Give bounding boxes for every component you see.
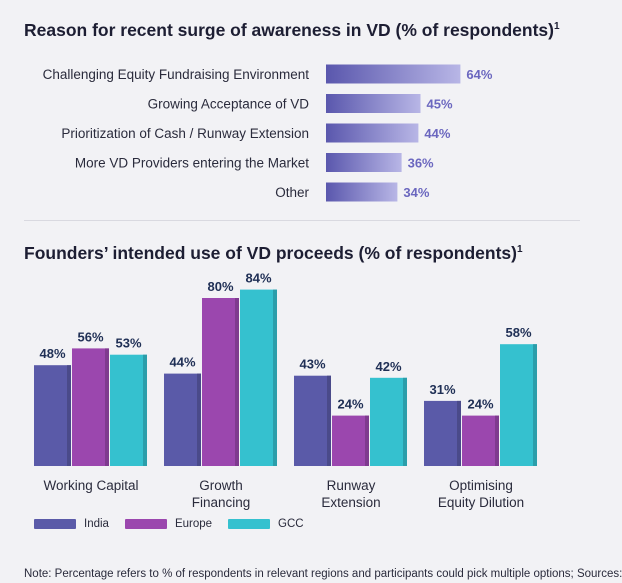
hbar-category-label: Growing Acceptance of VD	[148, 97, 310, 112]
bar-side-india	[197, 373, 201, 466]
hbar-bar	[326, 64, 461, 84]
category-label: Extension	[321, 495, 380, 510]
bar-side-europe	[105, 348, 109, 466]
bar-side-gcc	[273, 289, 277, 466]
bar-side-india	[457, 400, 461, 466]
bar-side-europe	[235, 298, 239, 466]
bar-india	[424, 400, 461, 466]
bar-side-europe	[495, 415, 499, 466]
chart2-title-text: Founders’ intended use of VD proceeds (%…	[24, 243, 517, 263]
bar-value-label: 56%	[77, 329, 103, 344]
legend-item-europe: Europe	[124, 518, 213, 530]
hbar-category-label: Prioritization of Cash / Runway Extensio…	[61, 126, 309, 141]
bar-value-label: 58%	[505, 325, 531, 340]
bar-value-label: 24%	[467, 397, 493, 412]
bar-side-india	[327, 375, 331, 466]
chart2-legend: India Europe GCC	[34, 518, 320, 530]
category-label: Working Capital	[43, 478, 138, 493]
bar-gcc	[500, 344, 537, 466]
hbar-bar	[326, 182, 398, 202]
chart1-title-text: Reason for recent surge of awareness in …	[24, 20, 554, 40]
category-label: Optimising	[449, 478, 513, 493]
bar-side-gcc	[533, 344, 537, 466]
bar-side-europe	[365, 415, 369, 466]
hbar-category-label: More VD Providers entering the Market	[75, 156, 309, 171]
bar-value-label: 84%	[245, 271, 271, 286]
bar-value-label: 24%	[337, 397, 363, 412]
bar-india	[164, 373, 201, 466]
bar-value-label: 44%	[169, 355, 195, 370]
hbar-value-label: 64%	[466, 67, 492, 82]
bar-side-gcc	[403, 377, 407, 466]
legend-swatch-europe	[124, 519, 167, 529]
legend-item-gcc: GCC	[228, 518, 304, 530]
hbar-value-label: 44%	[424, 126, 450, 141]
bar-gcc	[370, 377, 407, 466]
bar-europe	[202, 298, 239, 466]
hbar-category-label: Other	[275, 185, 309, 200]
legend-swatch-india	[34, 519, 76, 529]
bar-gcc	[110, 354, 147, 466]
bar-value-label: 53%	[115, 336, 141, 351]
horizontal-bar-chart: Challenging Equity Fundraising Environme…	[43, 64, 493, 202]
category-label: Equity Dilution	[438, 495, 524, 510]
bar-gcc	[240, 289, 277, 466]
bar-india	[294, 375, 331, 466]
bar-side-gcc	[143, 354, 147, 466]
category-label: Financing	[192, 495, 251, 510]
bar-europe	[72, 348, 109, 466]
bar-india	[34, 365, 71, 466]
bar-side-india	[67, 365, 71, 466]
chart2-title-footnote: 1	[516, 244, 523, 256]
hbar-value-label: 45%	[427, 97, 453, 112]
category-label: Runway	[327, 478, 376, 493]
footnote: Note: Percentage refers to % of responde…	[24, 568, 622, 580]
legend-item-india: India	[34, 518, 109, 530]
hbar-value-label: 34%	[403, 185, 429, 200]
bar-value-label: 43%	[299, 357, 325, 372]
hbar-bar	[326, 94, 421, 113]
hbar-category-label: Challenging Equity Fundraising Environme…	[43, 67, 310, 82]
hbar-bar	[326, 153, 402, 172]
chart1-title: Reason for recent surge of awareness in …	[24, 20, 560, 41]
hbar-value-label: 36%	[408, 156, 434, 171]
legend-label-gcc: GCC	[278, 518, 304, 530]
chart2-title: Founders’ intended use of VD proceeds (%…	[24, 243, 523, 264]
category-label: Growth	[199, 478, 243, 493]
bar-value-label: 31%	[429, 382, 455, 397]
bar-europe	[462, 415, 499, 466]
section-divider	[24, 220, 580, 221]
chart1-title-footnote: 1	[553, 21, 560, 33]
bar-value-label: 80%	[207, 279, 233, 294]
bar-europe	[332, 415, 369, 466]
bar-value-label: 48%	[39, 346, 65, 361]
legend-label-india: India	[84, 518, 109, 530]
legend-swatch-gcc	[228, 519, 271, 529]
bar-value-label: 42%	[375, 359, 401, 374]
hbar-bar	[326, 123, 419, 143]
legend-label-europe: Europe	[174, 518, 213, 530]
grouped-bar-chart: 48% 56% 53% Working Capital 44% 80% 84% Growth F…	[34, 271, 537, 510]
